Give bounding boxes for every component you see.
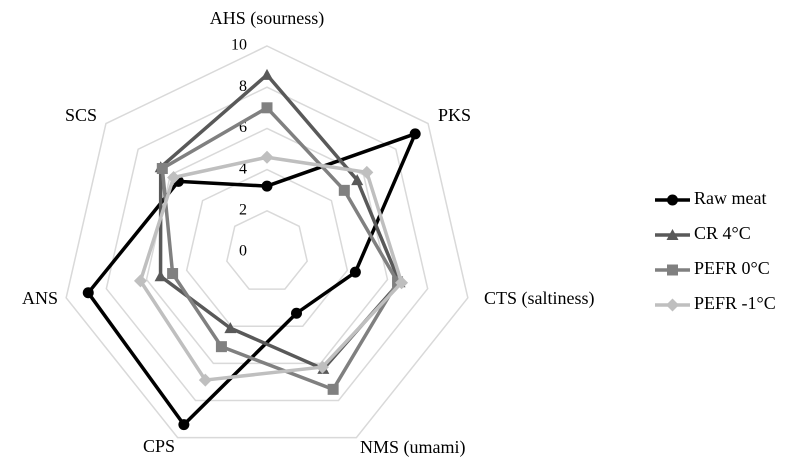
marker: [261, 180, 273, 192]
series-line: [86, 132, 417, 427]
series-line: [158, 73, 402, 371]
axis-label: CPS: [143, 436, 175, 456]
grid-ring: [185, 168, 349, 327]
marker: [198, 373, 212, 387]
tick-label: 0: [239, 243, 247, 260]
marker: [178, 419, 190, 431]
marker: [290, 307, 302, 319]
legend-label: PEFR 0°C: [694, 258, 770, 278]
marker: [338, 184, 350, 196]
grid-ring: [226, 209, 308, 290]
marker: [327, 383, 339, 395]
marker: [315, 360, 329, 374]
tick-label: 2: [239, 201, 247, 218]
legend-label: Raw meat: [694, 188, 766, 208]
legend-label: CR 4°C: [694, 223, 751, 243]
marker: [667, 194, 678, 206]
axis-label: NMS (umami): [360, 437, 466, 458]
series-line: [138, 155, 404, 382]
axis-label: AHS (sourness): [210, 8, 325, 29]
marker: [360, 165, 374, 179]
marker: [154, 270, 167, 282]
marker: [666, 298, 679, 312]
marker: [666, 229, 679, 240]
legend-label: PEFR -1°C: [694, 293, 776, 313]
grid-ring: [65, 45, 469, 439]
tick-label: 10: [231, 37, 247, 54]
marker: [395, 276, 409, 290]
axis-label: CTS (saltiness): [484, 288, 595, 309]
tick-label: 8: [239, 78, 247, 95]
axis-label: PKS: [438, 105, 471, 125]
marker: [409, 128, 421, 140]
series-line: [160, 106, 400, 392]
grid-ring: [105, 86, 429, 402]
marker: [667, 264, 678, 276]
marker: [351, 174, 364, 186]
marker: [167, 171, 181, 185]
marker: [167, 268, 179, 280]
marker: [261, 102, 273, 114]
marker: [224, 322, 237, 334]
marker: [156, 163, 168, 175]
axis-label: ANS: [22, 288, 58, 308]
marker: [133, 274, 147, 288]
marker: [261, 68, 273, 80]
marker: [349, 266, 361, 278]
marker: [82, 287, 94, 299]
marker: [260, 150, 274, 164]
tick-label: 4: [239, 160, 247, 177]
tick-label: 6: [239, 119, 247, 136]
axis-label: SCS: [65, 105, 97, 125]
marker: [215, 341, 227, 353]
